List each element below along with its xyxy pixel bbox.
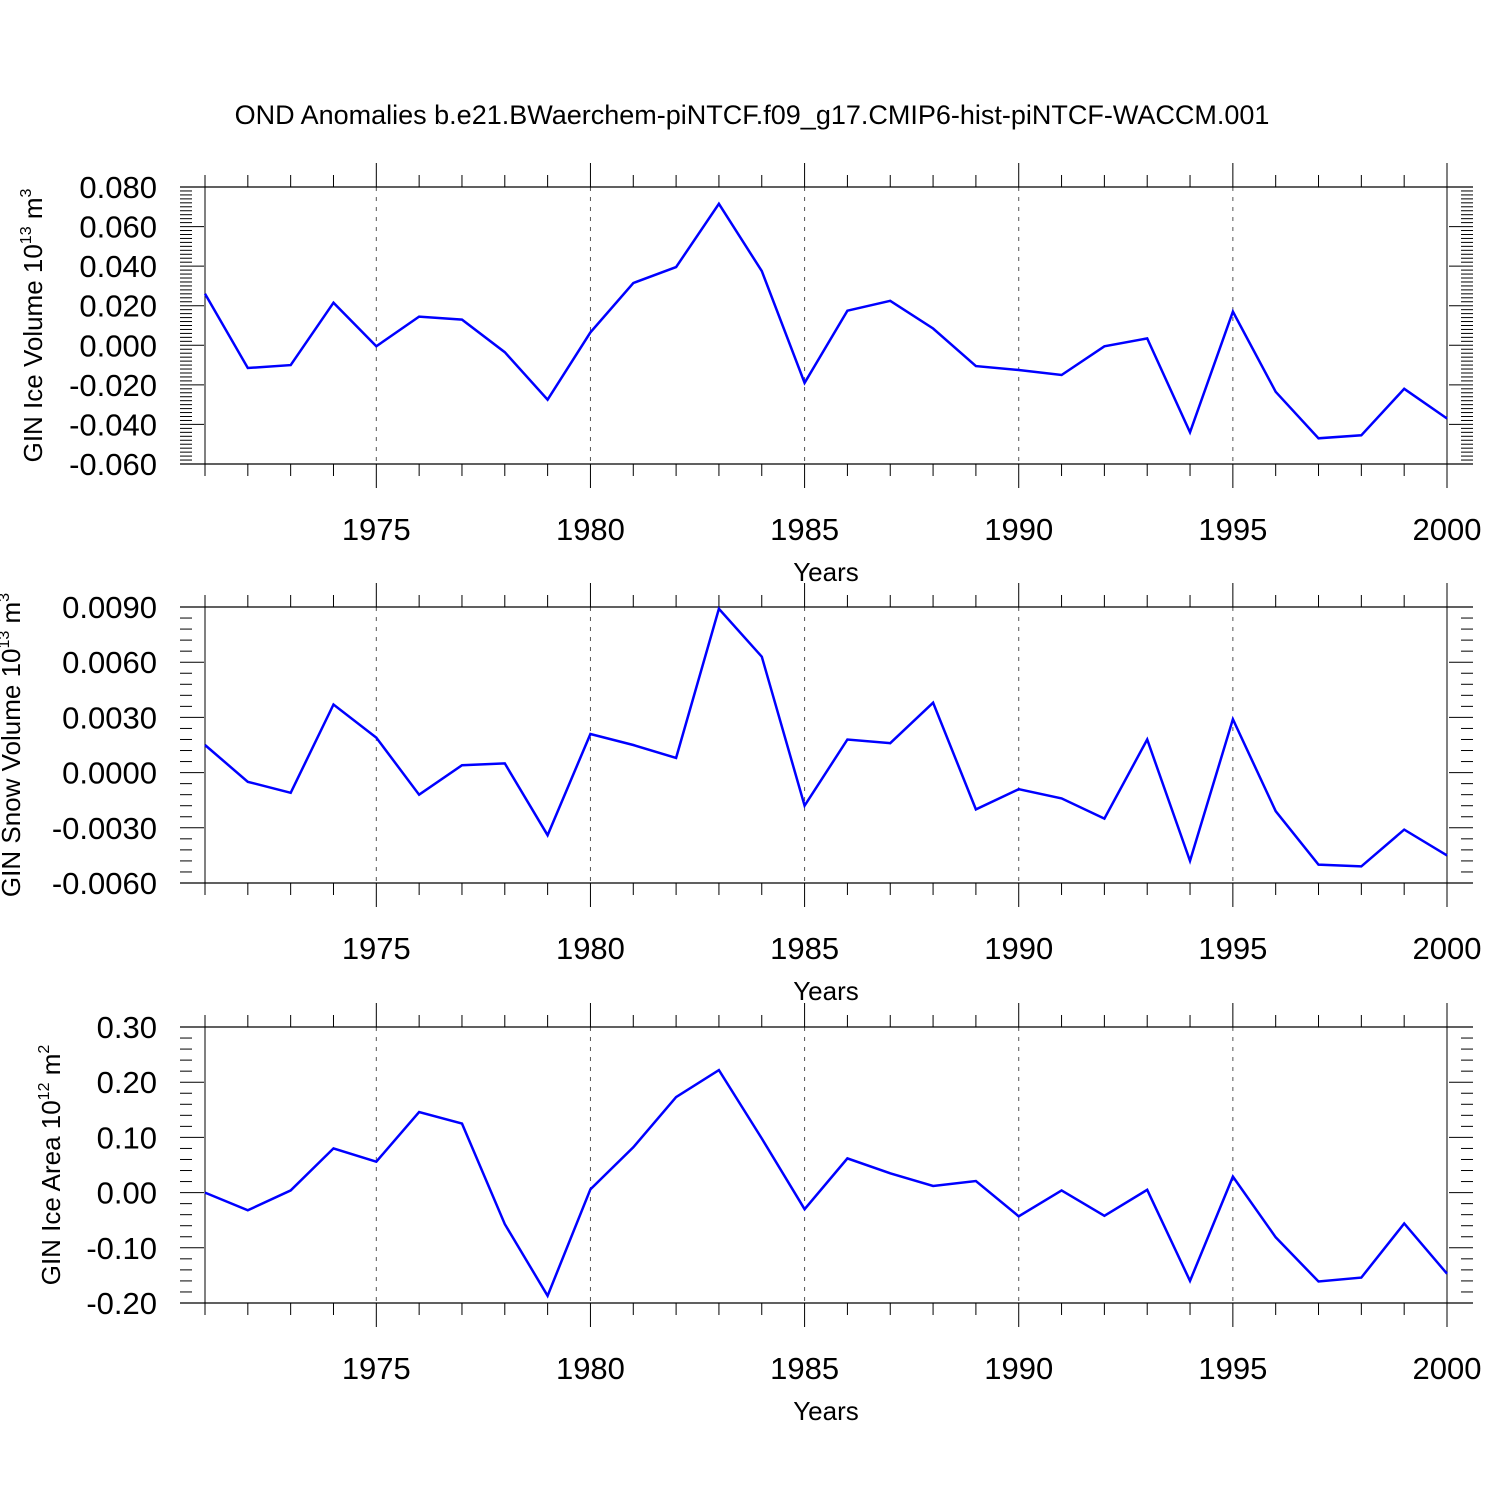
y-tick-label: -0.20 bbox=[86, 1286, 157, 1321]
x-tick-label: 1975 bbox=[342, 1351, 411, 1386]
y-tick-label: 0.0090 bbox=[62, 590, 157, 625]
y-tick-label: 0.10 bbox=[97, 1120, 157, 1155]
y-tick-label: 0.080 bbox=[79, 170, 157, 205]
x-tick-label: 1990 bbox=[984, 931, 1053, 966]
panel-1: 1975 1980 1985 1990 1995 2000 Years 0.080 0.060 0… bbox=[18, 163, 1481, 587]
x-tick-label: 2000 bbox=[1413, 512, 1482, 547]
y-tick-label: 0.20 bbox=[97, 1065, 157, 1100]
x-axis-label: Years bbox=[793, 976, 859, 1006]
y-tick-label: 0.30 bbox=[97, 1010, 157, 1045]
y-tick-label: 0.0000 bbox=[62, 756, 157, 791]
y-axis-label: GIN Ice Volume 1013 m3 bbox=[18, 188, 48, 462]
x-tick-label: 1985 bbox=[770, 931, 839, 966]
y-tick-label: -0.0060 bbox=[52, 866, 157, 901]
y-axis-label: GIN Snow Volume 1013 m3 bbox=[0, 593, 26, 897]
x-tick-label: 1990 bbox=[984, 512, 1053, 547]
panel-3: 1975 1980 1985 1990 1995 2000 Years 0.30 0.20 0.1… bbox=[36, 1003, 1481, 1426]
x-tick-label: 1980 bbox=[556, 1351, 625, 1386]
y-tick-label: 0.0030 bbox=[62, 700, 157, 735]
series-line bbox=[204, 606, 1448, 868]
x-tick-label: 1995 bbox=[1198, 512, 1267, 547]
x-axis-label: Years bbox=[793, 557, 859, 587]
x-tick-label: 1980 bbox=[556, 931, 625, 966]
y-tick-label: 0.040 bbox=[79, 249, 157, 284]
series-line bbox=[204, 1068, 1448, 1299]
x-tick-label: 2000 bbox=[1413, 1351, 1482, 1386]
x-tick-label: 1990 bbox=[984, 1351, 1053, 1386]
panel-2: 1975 1980 1985 1990 1995 2000 Years 0.0090 0.006… bbox=[0, 583, 1481, 1006]
x-axis-label: Years bbox=[793, 1396, 859, 1426]
chart-title: OND Anomalies b.e21.BWaerchem-piNTCF.f09… bbox=[235, 100, 1270, 130]
x-tick-label: 2000 bbox=[1413, 931, 1482, 966]
x-tick-label: 1985 bbox=[770, 512, 839, 547]
x-tick-label: 1975 bbox=[342, 512, 411, 547]
x-tick-label: 1975 bbox=[342, 931, 411, 966]
y-tick-label: 0.00 bbox=[97, 1176, 157, 1211]
y-tick-label: -0.040 bbox=[69, 407, 157, 442]
y-tick-label: -0.0030 bbox=[52, 811, 157, 846]
y-tick-label: -0.060 bbox=[69, 447, 157, 482]
x-tick-label: 1995 bbox=[1198, 931, 1267, 966]
series-line bbox=[203, 201, 1448, 440]
y-tick-label: 0.020 bbox=[79, 289, 157, 324]
y-tick-label: 0.060 bbox=[79, 210, 157, 245]
y-axis-label: GIN Ice Area 1012 m2 bbox=[36, 1045, 66, 1286]
y-tick-label: 0.000 bbox=[79, 328, 157, 363]
x-tick-label: 1985 bbox=[770, 1351, 839, 1386]
y-tick-label: -0.10 bbox=[86, 1231, 157, 1266]
y-tick-label: -0.020 bbox=[69, 368, 157, 403]
x-tick-label: 1980 bbox=[556, 512, 625, 547]
y-tick-label: 0.0060 bbox=[62, 645, 157, 680]
x-tick-label: 1995 bbox=[1198, 1351, 1267, 1386]
